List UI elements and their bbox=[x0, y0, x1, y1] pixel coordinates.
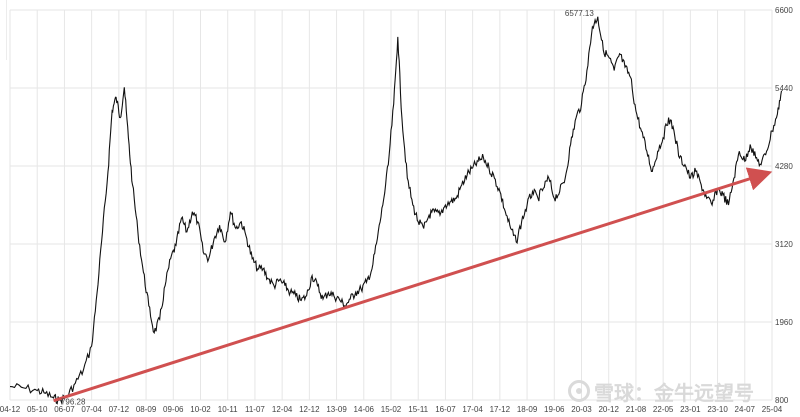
x-tick-label: 17-12 bbox=[490, 405, 511, 414]
x-tick-label: 15-02 bbox=[381, 405, 402, 414]
left-edge-panel bbox=[0, 0, 7, 60]
x-tick-label: 09-06 bbox=[163, 405, 184, 414]
x-tick-label: 11-07 bbox=[245, 405, 265, 414]
y-tick-label: 6600 bbox=[775, 6, 793, 15]
y-tick-label: 800 bbox=[775, 396, 789, 405]
series-layer bbox=[9, 16, 783, 406]
x-tick-label: 16-07 bbox=[435, 405, 456, 414]
x-tick-label: 05-10 bbox=[27, 405, 48, 414]
x-tick-label: 17-04 bbox=[462, 405, 483, 414]
x-tick-label: 10-11 bbox=[218, 405, 238, 414]
x-tick-label: 20-03 bbox=[571, 405, 592, 414]
annotations-layer: 6577.13 796.28 bbox=[61, 9, 594, 406]
max-value-label: 6577.13 bbox=[565, 9, 594, 18]
x-tick-label: 08-09 bbox=[136, 405, 157, 414]
x-tick-label: 19-06 bbox=[544, 405, 565, 414]
x-tick-label: 06-07 bbox=[54, 405, 75, 414]
trend-arrow bbox=[53, 167, 773, 403]
y-tick-label: 3120 bbox=[775, 240, 793, 249]
y-tick-label: 4280 bbox=[775, 162, 793, 171]
x-tick-label: 23-01 bbox=[680, 405, 701, 414]
x-tick-label: 18-09 bbox=[517, 405, 538, 414]
x-tick-label: 07-12 bbox=[109, 405, 130, 414]
x-tick-label: 20-12 bbox=[598, 405, 619, 414]
min-value-label: 796.28 bbox=[61, 397, 86, 406]
x-tick-label: 04-12 bbox=[0, 405, 21, 414]
x-tick-label: 10-02 bbox=[190, 405, 211, 414]
y-axis-labels: 800 1960 3120 4280 5440 6600 bbox=[775, 6, 793, 405]
x-tick-label: 14-06 bbox=[354, 405, 375, 414]
x-tick-label: 22-05 bbox=[653, 405, 674, 414]
x-tick-label: 07-04 bbox=[81, 405, 102, 414]
x-tick-label: 21-08 bbox=[626, 405, 647, 414]
x-tick-label: 12-12 bbox=[299, 405, 320, 414]
gridlines bbox=[9, 9, 773, 401]
price-series-line bbox=[9, 16, 783, 406]
x-tick-label: 13-09 bbox=[326, 405, 347, 414]
x-tick-label: 24-07 bbox=[735, 405, 756, 414]
x-tick-label: 12-04 bbox=[272, 405, 293, 414]
x-axis-labels: 04-12 05-10 06-07 07-04 07-12 08-09 09-06 10-02… bbox=[0, 405, 783, 414]
x-tick-label: 15-11 bbox=[408, 405, 428, 414]
y-tick-label: 1960 bbox=[775, 318, 793, 327]
y-tick-label: 5440 bbox=[775, 84, 793, 93]
x-tick-label: 25-04 bbox=[762, 405, 783, 414]
x-tick-label: 23-10 bbox=[707, 405, 728, 414]
